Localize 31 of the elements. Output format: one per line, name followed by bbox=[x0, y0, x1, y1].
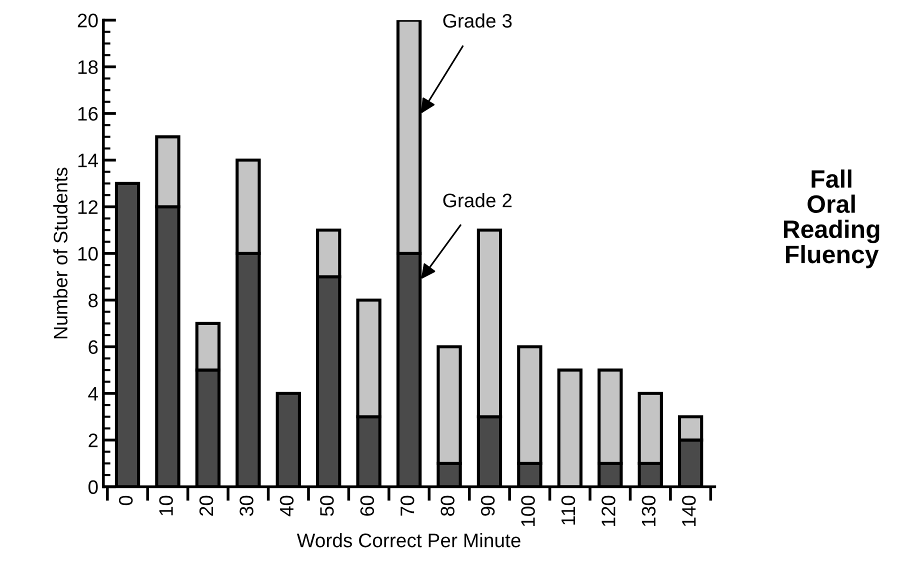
text: Fall Oral Reading Fluency bbox=[784, 170, 880, 268]
x-tick-label: 100 bbox=[521, 496, 535, 526]
y-axis-title: Number of Students bbox=[53, 168, 68, 338]
x-axis-title: Words Correct Per Minute bbox=[296, 533, 520, 548]
x-tick-label: 120 bbox=[602, 496, 616, 526]
x-tick-label: 0 bbox=[118, 496, 133, 506]
x-tick-label: 20 bbox=[199, 496, 214, 516]
x-tick-label: 70 bbox=[400, 496, 414, 516]
y-tick-label: 18 bbox=[78, 60, 98, 74]
x-tick-label: 30 bbox=[240, 496, 254, 516]
text: Grade 2 bbox=[443, 193, 512, 208]
x-tick-label: 90 bbox=[480, 496, 495, 516]
x-tick-label: 60 bbox=[360, 496, 374, 516]
y-tick-label: 20 bbox=[78, 14, 98, 28]
series-label: Grade 3 bbox=[443, 13, 512, 28]
y-tick-label: 14 bbox=[78, 154, 98, 168]
y-tick-label: 4 bbox=[88, 387, 98, 400]
x-tick-label: 40 bbox=[280, 496, 294, 516]
x-tick-label: 10 bbox=[159, 496, 173, 516]
y-tick-label: 16 bbox=[78, 106, 98, 121]
x-tick-label: 140 bbox=[682, 496, 696, 526]
y-tick-label: 8 bbox=[88, 294, 98, 308]
y-tick-label: 6 bbox=[88, 340, 98, 354]
y-tick-label: 12 bbox=[78, 200, 98, 214]
y-tick-label: 2 bbox=[88, 434, 98, 448]
x-tick-label: 80 bbox=[440, 496, 454, 516]
y-tick-label: 0 bbox=[88, 480, 98, 494]
y-tick-label: 10 bbox=[78, 246, 98, 261]
x-tick-label: 50 bbox=[320, 496, 334, 516]
x-tick-label: 110 bbox=[561, 496, 576, 525]
x-tick-label: 130 bbox=[642, 496, 656, 526]
